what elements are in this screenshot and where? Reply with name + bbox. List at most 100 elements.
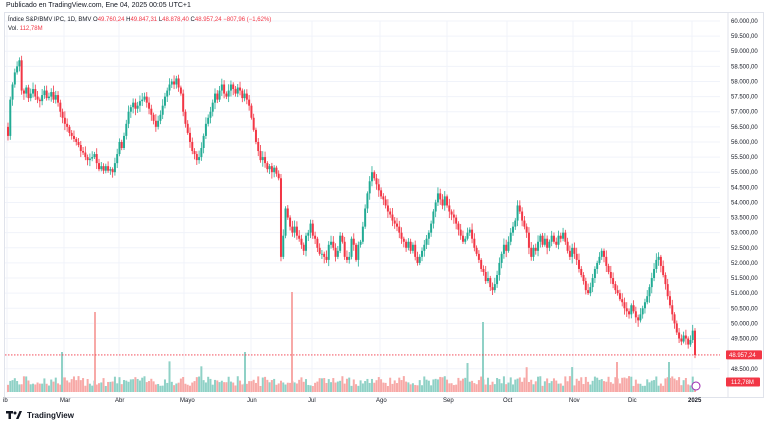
candle-body [518, 205, 521, 212]
candle-body [70, 132, 73, 136]
volume-bar [186, 384, 189, 392]
volume-bar [389, 377, 392, 392]
volume-bar [500, 383, 503, 392]
candle-body [502, 244, 505, 254]
volume-bar [662, 385, 665, 392]
candle-body [566, 241, 569, 251]
candle-body [671, 305, 674, 315]
candle-body [318, 247, 321, 254]
volume-bar [177, 382, 180, 392]
candle-body [650, 278, 653, 288]
x-tick-label: 2025 [688, 398, 702, 404]
candle-body [384, 199, 387, 206]
volume-bar [525, 367, 528, 392]
volume-bar [38, 383, 41, 392]
volume-bar [552, 378, 555, 392]
candle-body [7, 126, 9, 136]
candle-body [18, 60, 21, 67]
candle-body [491, 287, 494, 291]
volume-bar [350, 385, 353, 392]
y-tick-label: 57.000,00 [731, 110, 758, 116]
brand-name[interactable]: TradingView [27, 410, 74, 420]
volume-bar [293, 382, 296, 392]
candle-body [248, 99, 251, 106]
high-value: 49.847,31 [130, 17, 158, 23]
candle-body [52, 92, 55, 100]
candle-body [573, 247, 576, 254]
candle-body [525, 226, 528, 233]
candle-body [286, 208, 289, 218]
volume-bar [107, 381, 110, 392]
volume-bar [523, 377, 526, 392]
candle-body [268, 166, 271, 170]
candle-body [184, 111, 187, 124]
volume-bar [505, 384, 508, 392]
volume-bar [648, 382, 651, 392]
volume-bar [457, 377, 460, 392]
volume-bar [70, 379, 73, 392]
candle-body [134, 102, 137, 109]
candle-body [607, 265, 610, 272]
candle-body [123, 135, 126, 149]
volume-bar [357, 385, 360, 392]
volume-bar [223, 382, 226, 392]
volume-bar [566, 381, 569, 392]
y-tick-label: 54.000,00 [731, 200, 758, 206]
candle-body [468, 229, 471, 233]
candle-body [236, 87, 239, 94]
candle-body [448, 205, 451, 212]
candle-body [350, 238, 353, 257]
volume-bar [59, 384, 62, 392]
candle-body [557, 235, 560, 245]
volume-bar [7, 384, 9, 392]
y-tick-label: 58.500,00 [731, 64, 758, 70]
volume-bar [236, 376, 239, 392]
volume-bar [323, 378, 326, 392]
volume-bar [355, 384, 358, 392]
volume-bar [386, 385, 389, 392]
volume-bar [666, 377, 669, 392]
volume-bar [320, 378, 323, 392]
volume-bar [521, 381, 524, 392]
volume-bar [52, 381, 55, 392]
volume-bar [345, 378, 348, 392]
chart-panel[interactable] [4, 12, 764, 398]
candle-body [284, 208, 287, 236]
candle-body [668, 296, 671, 306]
candle-body [473, 238, 476, 248]
candle-body [170, 81, 173, 85]
x-tick-label: Jul [308, 398, 316, 404]
tradingview-logo-icon[interactable] [6, 411, 24, 419]
candle-body [680, 338, 683, 342]
candle-body [609, 271, 612, 279]
volume-bar [657, 385, 660, 392]
candle-body [84, 152, 87, 158]
candle-body [161, 105, 164, 115]
volume-bar [370, 378, 373, 392]
volume-bar [655, 376, 658, 392]
volume-bar [673, 378, 676, 392]
candle-body [546, 238, 549, 248]
volume-bar [88, 383, 91, 392]
volume-bar [72, 376, 75, 392]
volume-bar [57, 383, 60, 392]
volume-bar [480, 376, 483, 392]
candle-body [229, 84, 232, 91]
volume-bar [441, 377, 444, 392]
low-label: L [158, 17, 163, 23]
ohlc-legend: Índice S&P/BMV IPC, 1D, BMV O49.760,24 H… [8, 17, 271, 23]
candle-body [11, 84, 14, 100]
candle-body [307, 232, 310, 236]
volume-bar [682, 380, 685, 392]
volume-bar [489, 384, 492, 392]
volume-bar [628, 376, 631, 392]
volume-bar [16, 381, 19, 392]
volume-bar [475, 384, 478, 392]
candle-body [657, 256, 660, 260]
candle-body [498, 262, 501, 276]
volume-bar [77, 376, 80, 392]
volume-bar [343, 383, 346, 392]
candle-body [582, 275, 585, 282]
candle-body [309, 223, 312, 233]
